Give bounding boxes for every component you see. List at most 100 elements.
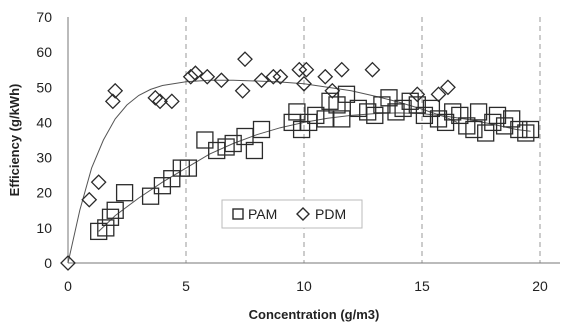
pam-point: [359, 103, 377, 121]
pam-point: [484, 113, 502, 132]
pdm-point: [234, 82, 251, 99]
pam-point: [444, 103, 462, 121]
legend-pdm-label: PDM: [315, 206, 346, 222]
pdm-point: [152, 93, 168, 110]
pam-point: [422, 99, 441, 118]
pdm-point: [440, 79, 456, 96]
pdm-point: [296, 75, 312, 92]
pam-point: [283, 113, 301, 132]
pdm-point: [272, 68, 289, 85]
plot-area: [67, 17, 560, 264]
pdm-point: [182, 68, 199, 85]
x-tick-label: 0: [64, 278, 72, 294]
pam-point: [106, 201, 124, 219]
pdm-point: [364, 61, 381, 78]
pam-point: [488, 106, 507, 125]
y-tick-label: 40: [36, 114, 52, 130]
pam-point: [429, 110, 448, 128]
pam-point: [366, 106, 384, 125]
trendline-pam: [98, 112, 531, 232]
pdm-point: [90, 174, 107, 191]
pam-point: [373, 96, 391, 114]
pam-point: [252, 120, 271, 139]
pam-point: [495, 117, 514, 135]
legend-pam-square-icon: [232, 208, 244, 220]
y-tick-label: 10: [36, 220, 52, 236]
pdm-point: [324, 82, 341, 99]
pdm-point: [237, 51, 253, 68]
pam-point: [153, 177, 172, 195]
pdm-point: [333, 61, 350, 78]
y-axis-title: Efficiency (g/kWh): [7, 84, 22, 197]
pam-point: [380, 89, 398, 107]
pam-point: [115, 184, 134, 202]
pam-point: [394, 99, 412, 118]
y-tick-label: 50: [36, 79, 52, 95]
pam-point: [503, 110, 521, 128]
pam-point: [245, 141, 264, 160]
pam-point: [101, 208, 120, 226]
y-tick-label: 60: [36, 44, 52, 60]
pam-point: [179, 159, 198, 177]
pdm-point: [163, 93, 180, 110]
pdm-point: [409, 86, 426, 103]
pam-point: [469, 103, 488, 121]
y-tick-label: 20: [36, 185, 52, 201]
pdm-point: [187, 65, 204, 82]
pam-point: [90, 222, 108, 241]
pdm-point: [107, 82, 124, 99]
pam-point: [521, 120, 540, 139]
x-tick-label: 5: [182, 278, 190, 294]
pam-point: [196, 131, 214, 149]
pam-point: [408, 96, 426, 114]
y-tick-label: 0: [44, 255, 52, 271]
pdm-point: [60, 255, 76, 271]
pam-point: [415, 106, 434, 125]
pam-point: [337, 85, 356, 103]
pam-point: [436, 113, 455, 132]
legend-pdm-diamond-icon: [296, 207, 310, 221]
legend-pam-label: PAM: [248, 206, 277, 222]
pam-point: [141, 187, 160, 205]
pdm-point: [317, 68, 334, 85]
y-tick-labels: 0 10 20 30 40 50 60 70: [36, 9, 52, 271]
y-tick-label: 30: [36, 150, 52, 166]
pam-point: [328, 96, 346, 114]
pdm-point: [147, 89, 164, 106]
x-tick-label: 20: [532, 278, 548, 294]
pam-point: [451, 106, 469, 125]
pam-point: [224, 134, 242, 153]
pam-point: [292, 120, 311, 139]
pdm-point: [291, 61, 308, 78]
legend: PAM PDM: [221, 199, 363, 229]
pdm-point: [81, 191, 98, 208]
pam-point: [465, 120, 483, 139]
pdm-point: [104, 93, 121, 110]
pdm-point: [298, 61, 315, 78]
pam-point: [333, 110, 351, 128]
x-tick-labels: 0 5 10 15 20: [64, 278, 548, 294]
pam-point: [477, 124, 495, 142]
pam-point: [458, 117, 476, 135]
x-tick-label: 10: [296, 278, 312, 294]
pdm-point: [265, 68, 282, 85]
pam-point: [217, 138, 235, 156]
pam-point: [517, 124, 535, 142]
legend-box: [221, 199, 363, 229]
trendline-layer: [67, 79, 531, 264]
pam-point: [163, 170, 181, 188]
pam-point: [387, 103, 405, 121]
x-axis-title: Concentration (g/m3): [249, 307, 380, 322]
pam-point: [97, 219, 115, 237]
pam-point: [307, 106, 325, 125]
trendline-pdm: [67, 79, 458, 264]
pam-point: [510, 120, 528, 139]
pdm-point: [430, 86, 447, 103]
pam-point: [288, 103, 306, 121]
pdm-point: [253, 72, 270, 89]
y-tick-label: 70: [36, 9, 52, 25]
pdm-point: [213, 72, 230, 89]
x-tick-label: 15: [414, 278, 430, 294]
pdm-point: [199, 68, 216, 85]
